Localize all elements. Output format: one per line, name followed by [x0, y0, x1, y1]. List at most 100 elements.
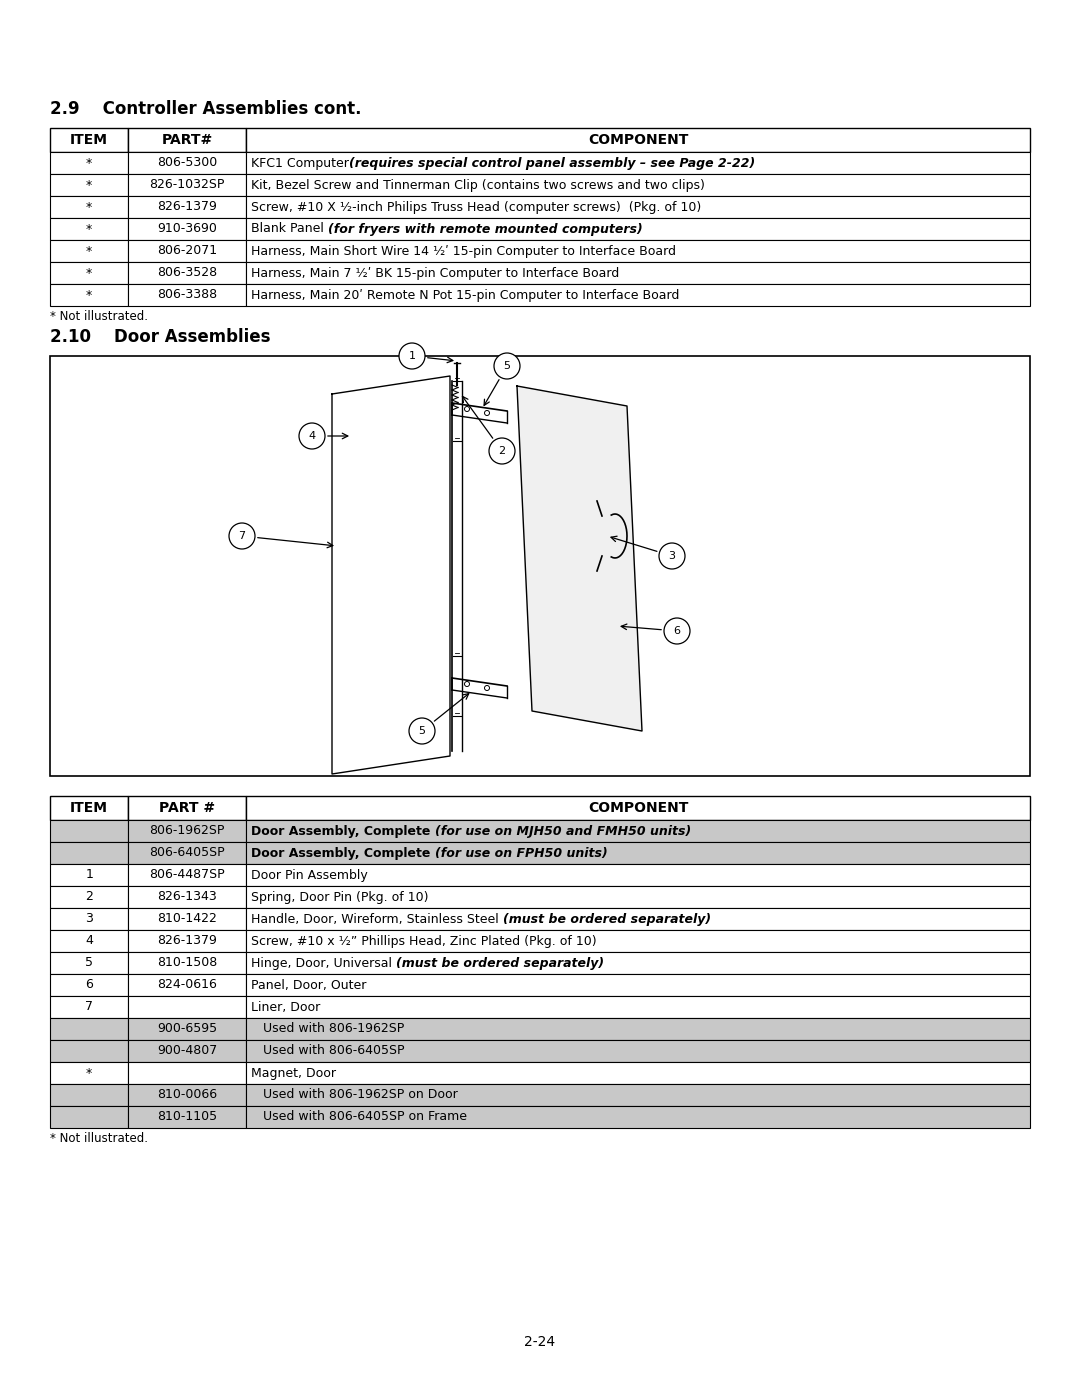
Text: 810-0066: 810-0066 — [157, 1088, 217, 1101]
Text: (for fryers with remote mounted computers): (for fryers with remote mounted computer… — [328, 222, 643, 236]
Text: Handle, Door, Wireform, Stainless Steel: Handle, Door, Wireform, Stainless Steel — [251, 912, 503, 925]
Bar — [246, 1062, 1030, 1084]
Text: 806-5300: 806-5300 — [157, 156, 217, 169]
Text: 2: 2 — [85, 890, 93, 904]
Text: 806-2071: 806-2071 — [157, 244, 217, 257]
Text: Harness, Main Short Wire 14 ½ʹ 15-pin Computer to Interface Board: Harness, Main Short Wire 14 ½ʹ 15-pin Co… — [251, 244, 676, 257]
Bar — [50, 129, 129, 152]
Text: *: * — [86, 267, 92, 279]
Circle shape — [485, 411, 489, 415]
Bar — [50, 1084, 129, 1106]
Text: 826-1032SP: 826-1032SP — [149, 179, 225, 191]
Text: 4: 4 — [85, 935, 93, 947]
Text: 806-3528: 806-3528 — [157, 267, 217, 279]
Text: 826-1379: 826-1379 — [158, 935, 217, 947]
Text: ITEM: ITEM — [70, 133, 108, 147]
Text: Door Assembly, Complete: Door Assembly, Complete — [251, 824, 435, 837]
Bar — [246, 263, 1030, 284]
Circle shape — [494, 353, 519, 379]
Bar — [50, 996, 129, 1018]
Text: Liner, Door: Liner, Door — [251, 1000, 321, 1013]
Text: Door Pin Assembly: Door Pin Assembly — [251, 869, 368, 882]
Bar — [129, 1084, 246, 1106]
Bar — [246, 842, 1030, 863]
Text: 2-24: 2-24 — [525, 1336, 555, 1350]
Text: (requires special control panel assembly – see Page 2-22): (requires special control panel assembly… — [349, 156, 755, 169]
Text: 2: 2 — [499, 446, 505, 455]
Bar — [246, 930, 1030, 951]
Bar — [129, 218, 246, 240]
Bar — [50, 240, 129, 263]
Bar — [246, 240, 1030, 263]
Bar — [50, 284, 129, 306]
Text: 7: 7 — [239, 531, 245, 541]
Text: Harness, Main 20ʹ Remote N Pot 15-pin Computer to Interface Board: Harness, Main 20ʹ Remote N Pot 15-pin Co… — [251, 289, 679, 302]
Text: Kit, Bezel Screw and Tinnerman Clip (contains two screws and two clips): Kit, Bezel Screw and Tinnerman Clip (con… — [251, 179, 705, 191]
Bar — [50, 863, 129, 886]
Text: *: * — [86, 289, 92, 302]
Text: 5: 5 — [419, 726, 426, 736]
Bar — [129, 863, 246, 886]
Circle shape — [464, 407, 470, 412]
Bar — [129, 886, 246, 908]
Text: *: * — [86, 201, 92, 214]
Text: (must be ordered separately): (must be ordered separately) — [396, 957, 604, 970]
Text: 900-6595: 900-6595 — [157, 1023, 217, 1035]
Bar — [129, 974, 246, 996]
Bar — [246, 1039, 1030, 1062]
Bar — [246, 1084, 1030, 1106]
Text: (must be ordered separately): (must be ordered separately) — [503, 912, 711, 925]
Polygon shape — [517, 386, 642, 731]
Text: 806-3388: 806-3388 — [157, 289, 217, 302]
Text: Door Assembly, Complete: Door Assembly, Complete — [251, 847, 435, 859]
Text: ITEM: ITEM — [70, 800, 108, 814]
Text: *: * — [86, 244, 92, 257]
Text: 5: 5 — [503, 360, 511, 372]
Bar — [129, 129, 246, 152]
Bar — [50, 886, 129, 908]
Bar — [129, 951, 246, 974]
Text: Used with 806-1962SP on Door: Used with 806-1962SP on Door — [251, 1088, 458, 1101]
Bar — [129, 1018, 246, 1039]
Bar — [246, 951, 1030, 974]
Text: Hinge, Door, Universal: Hinge, Door, Universal — [251, 957, 396, 970]
Bar — [129, 796, 246, 820]
Circle shape — [485, 686, 489, 690]
Bar — [50, 1018, 129, 1039]
Text: PART #: PART # — [159, 800, 215, 814]
Bar — [246, 886, 1030, 908]
Bar — [246, 1106, 1030, 1127]
Bar — [50, 1039, 129, 1062]
Text: *: * — [86, 222, 92, 236]
Text: 810-1422: 810-1422 — [158, 912, 217, 925]
Bar — [50, 908, 129, 930]
Text: COMPONENT: COMPONENT — [588, 133, 688, 147]
Bar — [246, 175, 1030, 196]
Text: 2.9    Controller Assemblies cont.: 2.9 Controller Assemblies cont. — [50, 101, 362, 117]
Bar — [129, 820, 246, 842]
Circle shape — [659, 543, 685, 569]
Text: 7: 7 — [85, 1000, 93, 1013]
Text: 1: 1 — [408, 351, 416, 360]
Bar — [50, 356, 1030, 775]
Bar — [246, 1018, 1030, 1039]
Text: 6: 6 — [674, 626, 680, 636]
Text: * Not illustrated.: * Not illustrated. — [50, 1132, 148, 1146]
Text: 826-1379: 826-1379 — [158, 201, 217, 214]
Bar — [129, 842, 246, 863]
Bar — [246, 796, 1030, 820]
Text: 806-4487SP: 806-4487SP — [149, 869, 225, 882]
Bar — [129, 1039, 246, 1062]
Text: Harness, Main 7 ½ʹ BK 15-pin Computer to Interface Board: Harness, Main 7 ½ʹ BK 15-pin Computer to… — [251, 267, 619, 279]
Text: 810-1508: 810-1508 — [157, 957, 217, 970]
Text: COMPONENT: COMPONENT — [588, 800, 688, 814]
Circle shape — [299, 423, 325, 448]
Bar — [129, 240, 246, 263]
Text: 4: 4 — [309, 432, 315, 441]
Bar — [246, 974, 1030, 996]
Text: (for use on FPH50 units): (for use on FPH50 units) — [435, 847, 607, 859]
Circle shape — [409, 718, 435, 745]
Bar — [129, 175, 246, 196]
Text: 5: 5 — [85, 957, 93, 970]
Text: Blank Panel: Blank Panel — [251, 222, 328, 236]
